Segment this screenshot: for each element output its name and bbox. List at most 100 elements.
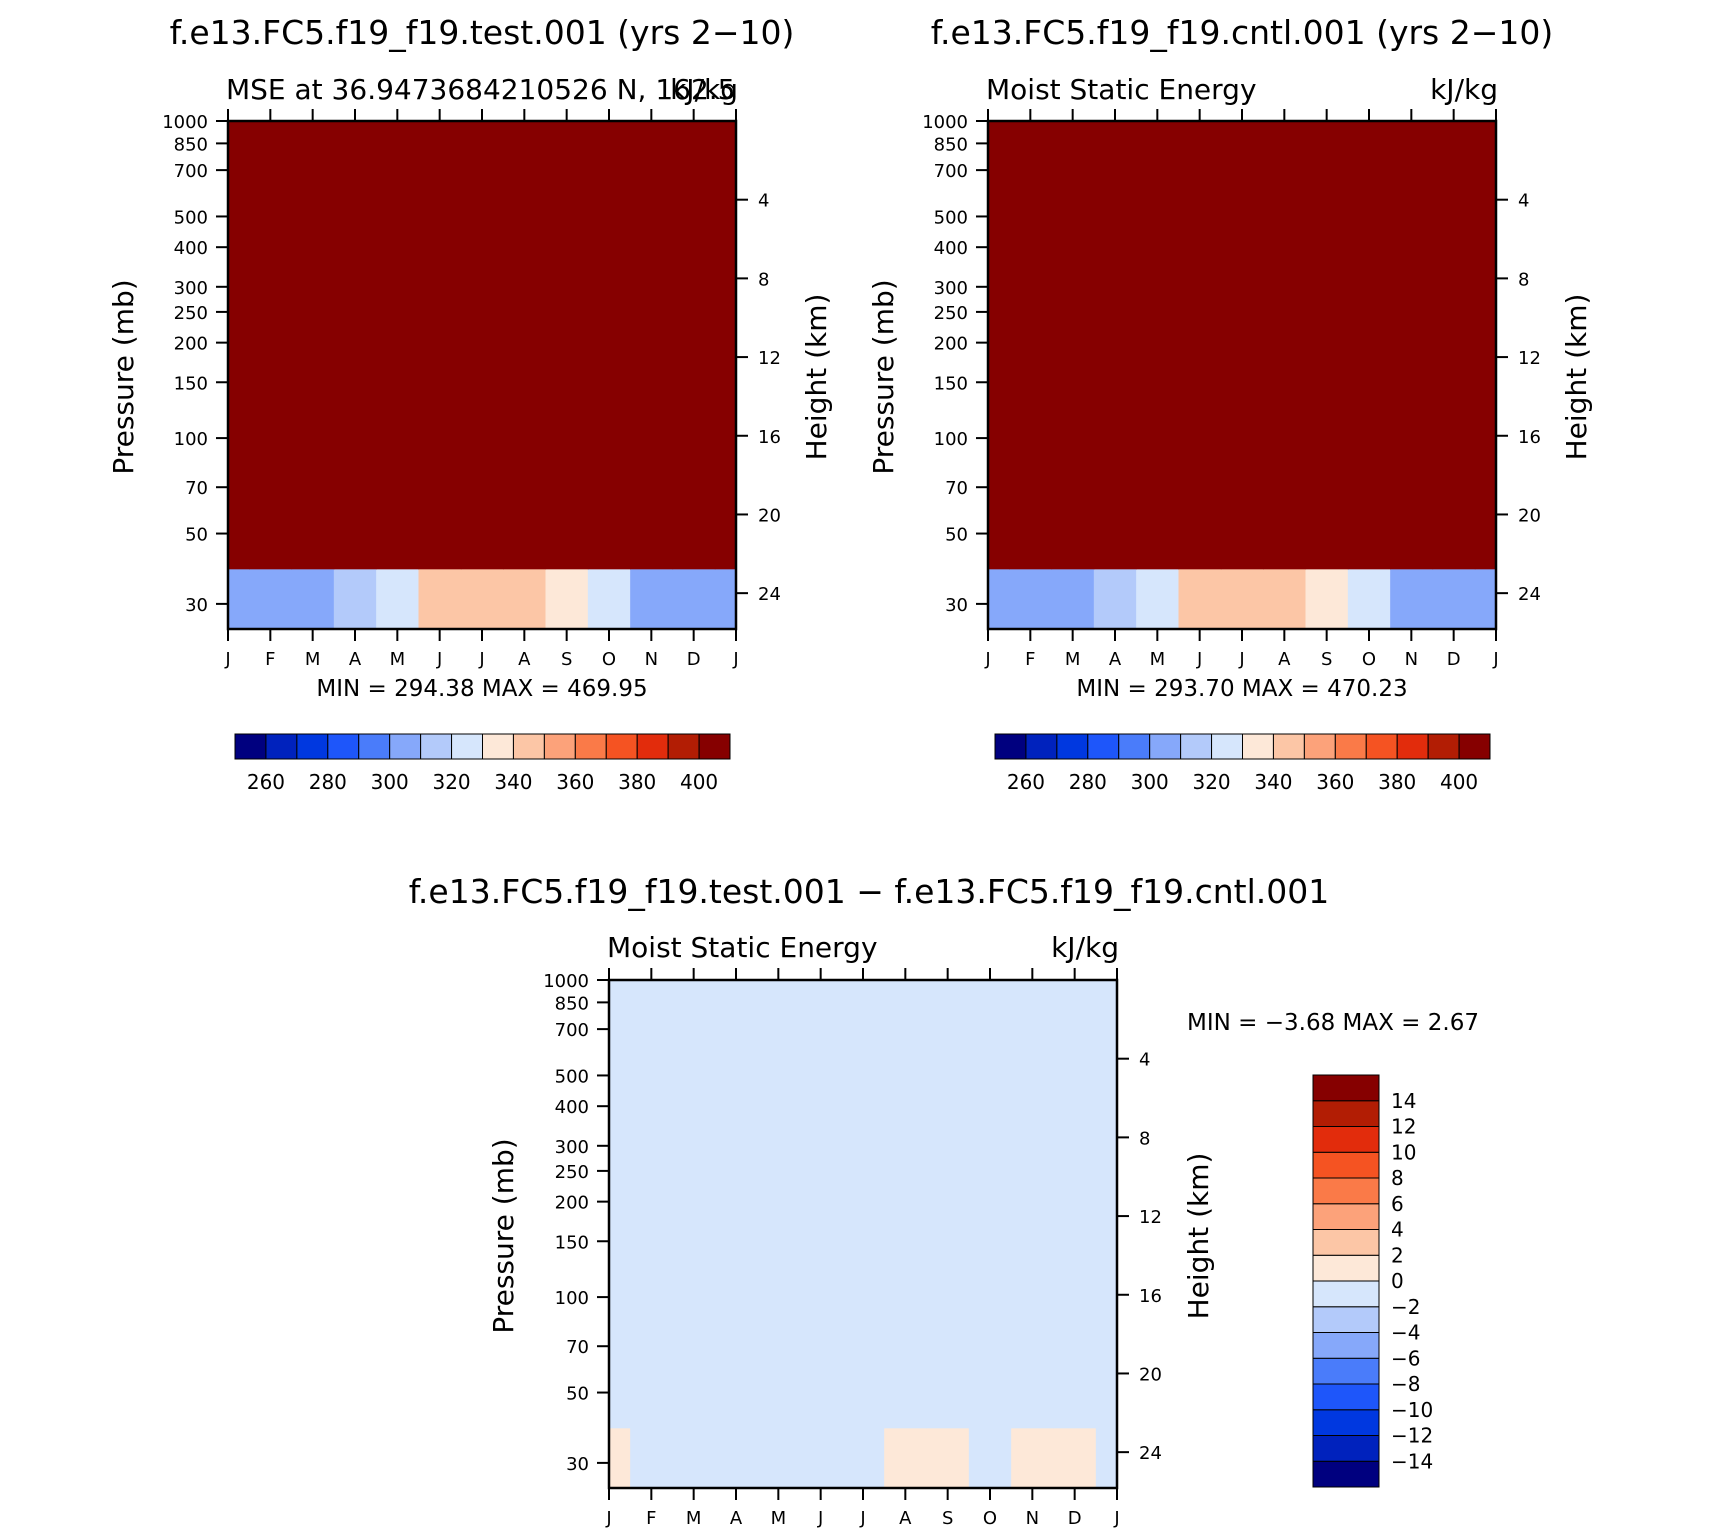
contour-cell — [609, 980, 631, 1429]
x-tick-label: M — [390, 649, 406, 670]
contour-cell — [503, 121, 547, 570]
colorbar-label: 0 — [1391, 1269, 1404, 1293]
colorbar-label: 8 — [1391, 1166, 1404, 1190]
y-tick-label: 200 — [174, 334, 208, 355]
height-tick-label: 24 — [758, 584, 781, 605]
colorbar-box — [1303, 733, 1336, 760]
colorbar-box — [1180, 733, 1213, 760]
colorbar-box — [1087, 733, 1120, 760]
x-tick-label: J — [224, 649, 230, 670]
x-tick-label: J — [732, 649, 738, 670]
contour-cell — [291, 121, 335, 570]
y-tick-label: 400 — [174, 238, 208, 259]
contour-plot: J F M A M J J A S O N D J100085070050040030025020015… — [922, 109, 1541, 670]
colorbar-label: 380 — [1378, 770, 1416, 794]
colorbar-label: 260 — [1007, 770, 1045, 794]
colorbar-label: −2 — [1391, 1295, 1420, 1319]
contour-cell — [841, 980, 885, 1429]
height-tick-label: 20 — [1518, 505, 1541, 526]
panel-title: f.e13.FC5.f19_f19.test.001 − f.e13.FC5.f… — [409, 872, 1330, 911]
height-tick-label: 12 — [758, 348, 781, 369]
x-tick-label: N — [1405, 649, 1418, 670]
panel-title: f.e13.FC5.f19_f19.cntl.001 (yrs 2−10) — [931, 13, 1554, 52]
y-tick-label: 500 — [174, 207, 208, 228]
colorbar-box — [327, 733, 360, 760]
y-tick-label: 250 — [934, 303, 968, 324]
x-tick-label: S — [561, 649, 572, 670]
colorbar-label: 400 — [1440, 770, 1478, 794]
height-tick-label: 16 — [758, 427, 781, 448]
colorbar-box — [1272, 733, 1305, 760]
colorbar-label: −4 — [1391, 1321, 1420, 1345]
x-tick-label: J — [436, 649, 442, 670]
colorbar-box — [512, 733, 545, 760]
colorbar-box — [265, 733, 298, 760]
y-tick-label: 200 — [555, 1193, 589, 1214]
panel-units-label: kJ/kg — [1051, 931, 1119, 964]
height-tick-label: 24 — [1139, 1443, 1162, 1464]
colorbar-box — [574, 733, 607, 760]
contour-cell — [714, 980, 758, 1429]
y-tick-label: 700 — [555, 1020, 589, 1041]
x-tick-label: M — [1065, 649, 1081, 670]
y-tick-label: 700 — [934, 161, 968, 182]
colorbar-box — [1312, 1074, 1380, 1102]
colorbar-box — [1312, 1100, 1380, 1127]
y-tick-label: 30 — [566, 1454, 589, 1475]
panel-left-label: Moist Static Energy — [986, 73, 1257, 106]
y-tick-label: 850 — [555, 993, 589, 1014]
y-tick-label: 30 — [185, 595, 208, 616]
height-tick-label: 16 — [1139, 1286, 1162, 1307]
y-tick-label: 50 — [945, 525, 968, 546]
height-tick-label: 20 — [758, 505, 781, 526]
contour-cell — [249, 121, 293, 570]
contour-cells — [988, 121, 1497, 630]
height-tick-label: 12 — [1518, 348, 1541, 369]
colorbar-label: −12 — [1391, 1424, 1433, 1448]
colorbar-box — [1312, 1435, 1380, 1462]
contour-cell — [1263, 121, 1307, 570]
y-tick-label: 100 — [934, 429, 968, 450]
x-tick-label: J — [859, 1508, 865, 1528]
colorbar-label: 300 — [1131, 770, 1169, 794]
colorbar-box — [543, 733, 576, 760]
y-tick-label: 850 — [174, 134, 208, 155]
min-max-label: MIN = −3.68 MAX = 2.67 — [1187, 1010, 1479, 1036]
colorbar-box — [1025, 733, 1058, 760]
colorbar-label: 10 — [1391, 1140, 1416, 1164]
contour-cells — [609, 980, 1118, 1489]
contour-plot: J F M A M J J A S O N D J100085070050040030025020015… — [543, 968, 1162, 1528]
x-tick-label: D — [687, 649, 701, 670]
panel-test: f.e13.FC5.f19_f19.test.001 (yrs 2−10) MS… — [107, 13, 833, 794]
x-tick-label: A — [899, 1508, 912, 1528]
colorbar-label: 2 — [1391, 1243, 1404, 1267]
colorbar-label: −8 — [1391, 1372, 1420, 1396]
y-tick-label: 1000 — [922, 112, 968, 133]
x-tick-label: J — [817, 1508, 823, 1528]
y-tick-label: 250 — [174, 303, 208, 324]
y-axis-label: Pressure (mb) — [107, 279, 140, 474]
colorbar-box — [1312, 1177, 1380, 1205]
colorbar-box — [1396, 733, 1429, 760]
colorbar-box — [1312, 1203, 1380, 1230]
colorbar-box — [234, 733, 267, 760]
y-axis-right-label: Height (km) — [800, 294, 833, 461]
contour-cell — [799, 980, 843, 1429]
colorbar-box — [1312, 1126, 1380, 1153]
y-tick-label: 150 — [934, 373, 968, 394]
y-tick-label: 200 — [934, 334, 968, 355]
height-tick-label: 16 — [1518, 427, 1541, 448]
height-tick-label: 8 — [1518, 269, 1529, 290]
colorbar-label: 320 — [432, 770, 470, 794]
panel-units-label: kJ/kg — [670, 73, 738, 106]
x-tick-label: A — [730, 1508, 743, 1528]
height-tick-label: 4 — [1518, 191, 1529, 212]
contour-cell — [988, 121, 1010, 570]
colorbar-box — [1334, 733, 1367, 760]
colorbar-label: 6 — [1391, 1192, 1404, 1216]
colorbar-label: 400 — [680, 770, 718, 794]
panel-difference: f.e13.FC5.f19_f19.test.001 − f.e13.FC5.f… — [409, 872, 1479, 1528]
x-tick-label: M — [305, 649, 321, 670]
y-tick-label: 400 — [555, 1097, 589, 1118]
contour-cell — [1432, 121, 1476, 570]
